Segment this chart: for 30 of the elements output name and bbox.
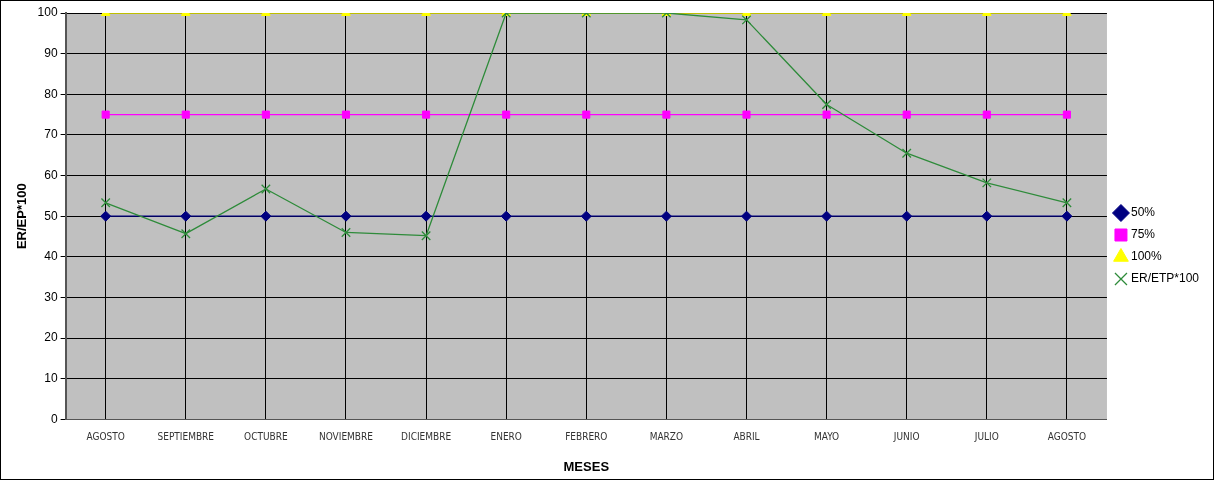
y-tick-label: 0 (50, 411, 58, 426)
y-tick-label: 30 (44, 289, 58, 304)
x-tick-label: FEBRERO (565, 430, 608, 442)
legend-label: 75% (1130, 227, 1156, 242)
x-tick-label: ENERO (490, 430, 522, 442)
y-tick-label: 40 (44, 249, 58, 264)
x-tick-label: MARZO (649, 430, 684, 442)
y-tick-label: 60 (44, 167, 58, 182)
legend-label: ER/ETP*100 (1130, 271, 1200, 286)
y-tick-label: 70 (44, 127, 58, 142)
y-tick-label: 20 (44, 330, 58, 345)
x-tick-label: AGOSTO (86, 430, 125, 442)
y-tick-label: 100 (37, 5, 58, 20)
x-tick-label: NOVIEMBRE (318, 430, 374, 442)
legend-label: 50% (1130, 205, 1156, 220)
x-tick-label: JULIO (973, 430, 999, 442)
y-tick-label: 90 (44, 45, 58, 60)
y-axis-title: ER/EP*100 (14, 183, 30, 250)
y-tick-label: 50 (44, 208, 58, 223)
y-tick-label: 80 (44, 86, 58, 101)
x-tick-label: OCTUBRE (244, 430, 288, 442)
x-tick-label: SEPTIEMBRE (157, 430, 215, 442)
x-tick-label: MAYO (814, 430, 840, 442)
x-tick-label: JUNIO (892, 430, 920, 442)
x-tick-label: ABRIL (733, 430, 760, 442)
x-axis-title: MESES (563, 458, 610, 474)
x-tick-label: DICIEMBRE (401, 430, 452, 442)
legend-label: 100% (1130, 249, 1162, 264)
y-tick-label: 10 (44, 371, 58, 386)
x-tick-label: AGOSTO (1047, 430, 1087, 442)
